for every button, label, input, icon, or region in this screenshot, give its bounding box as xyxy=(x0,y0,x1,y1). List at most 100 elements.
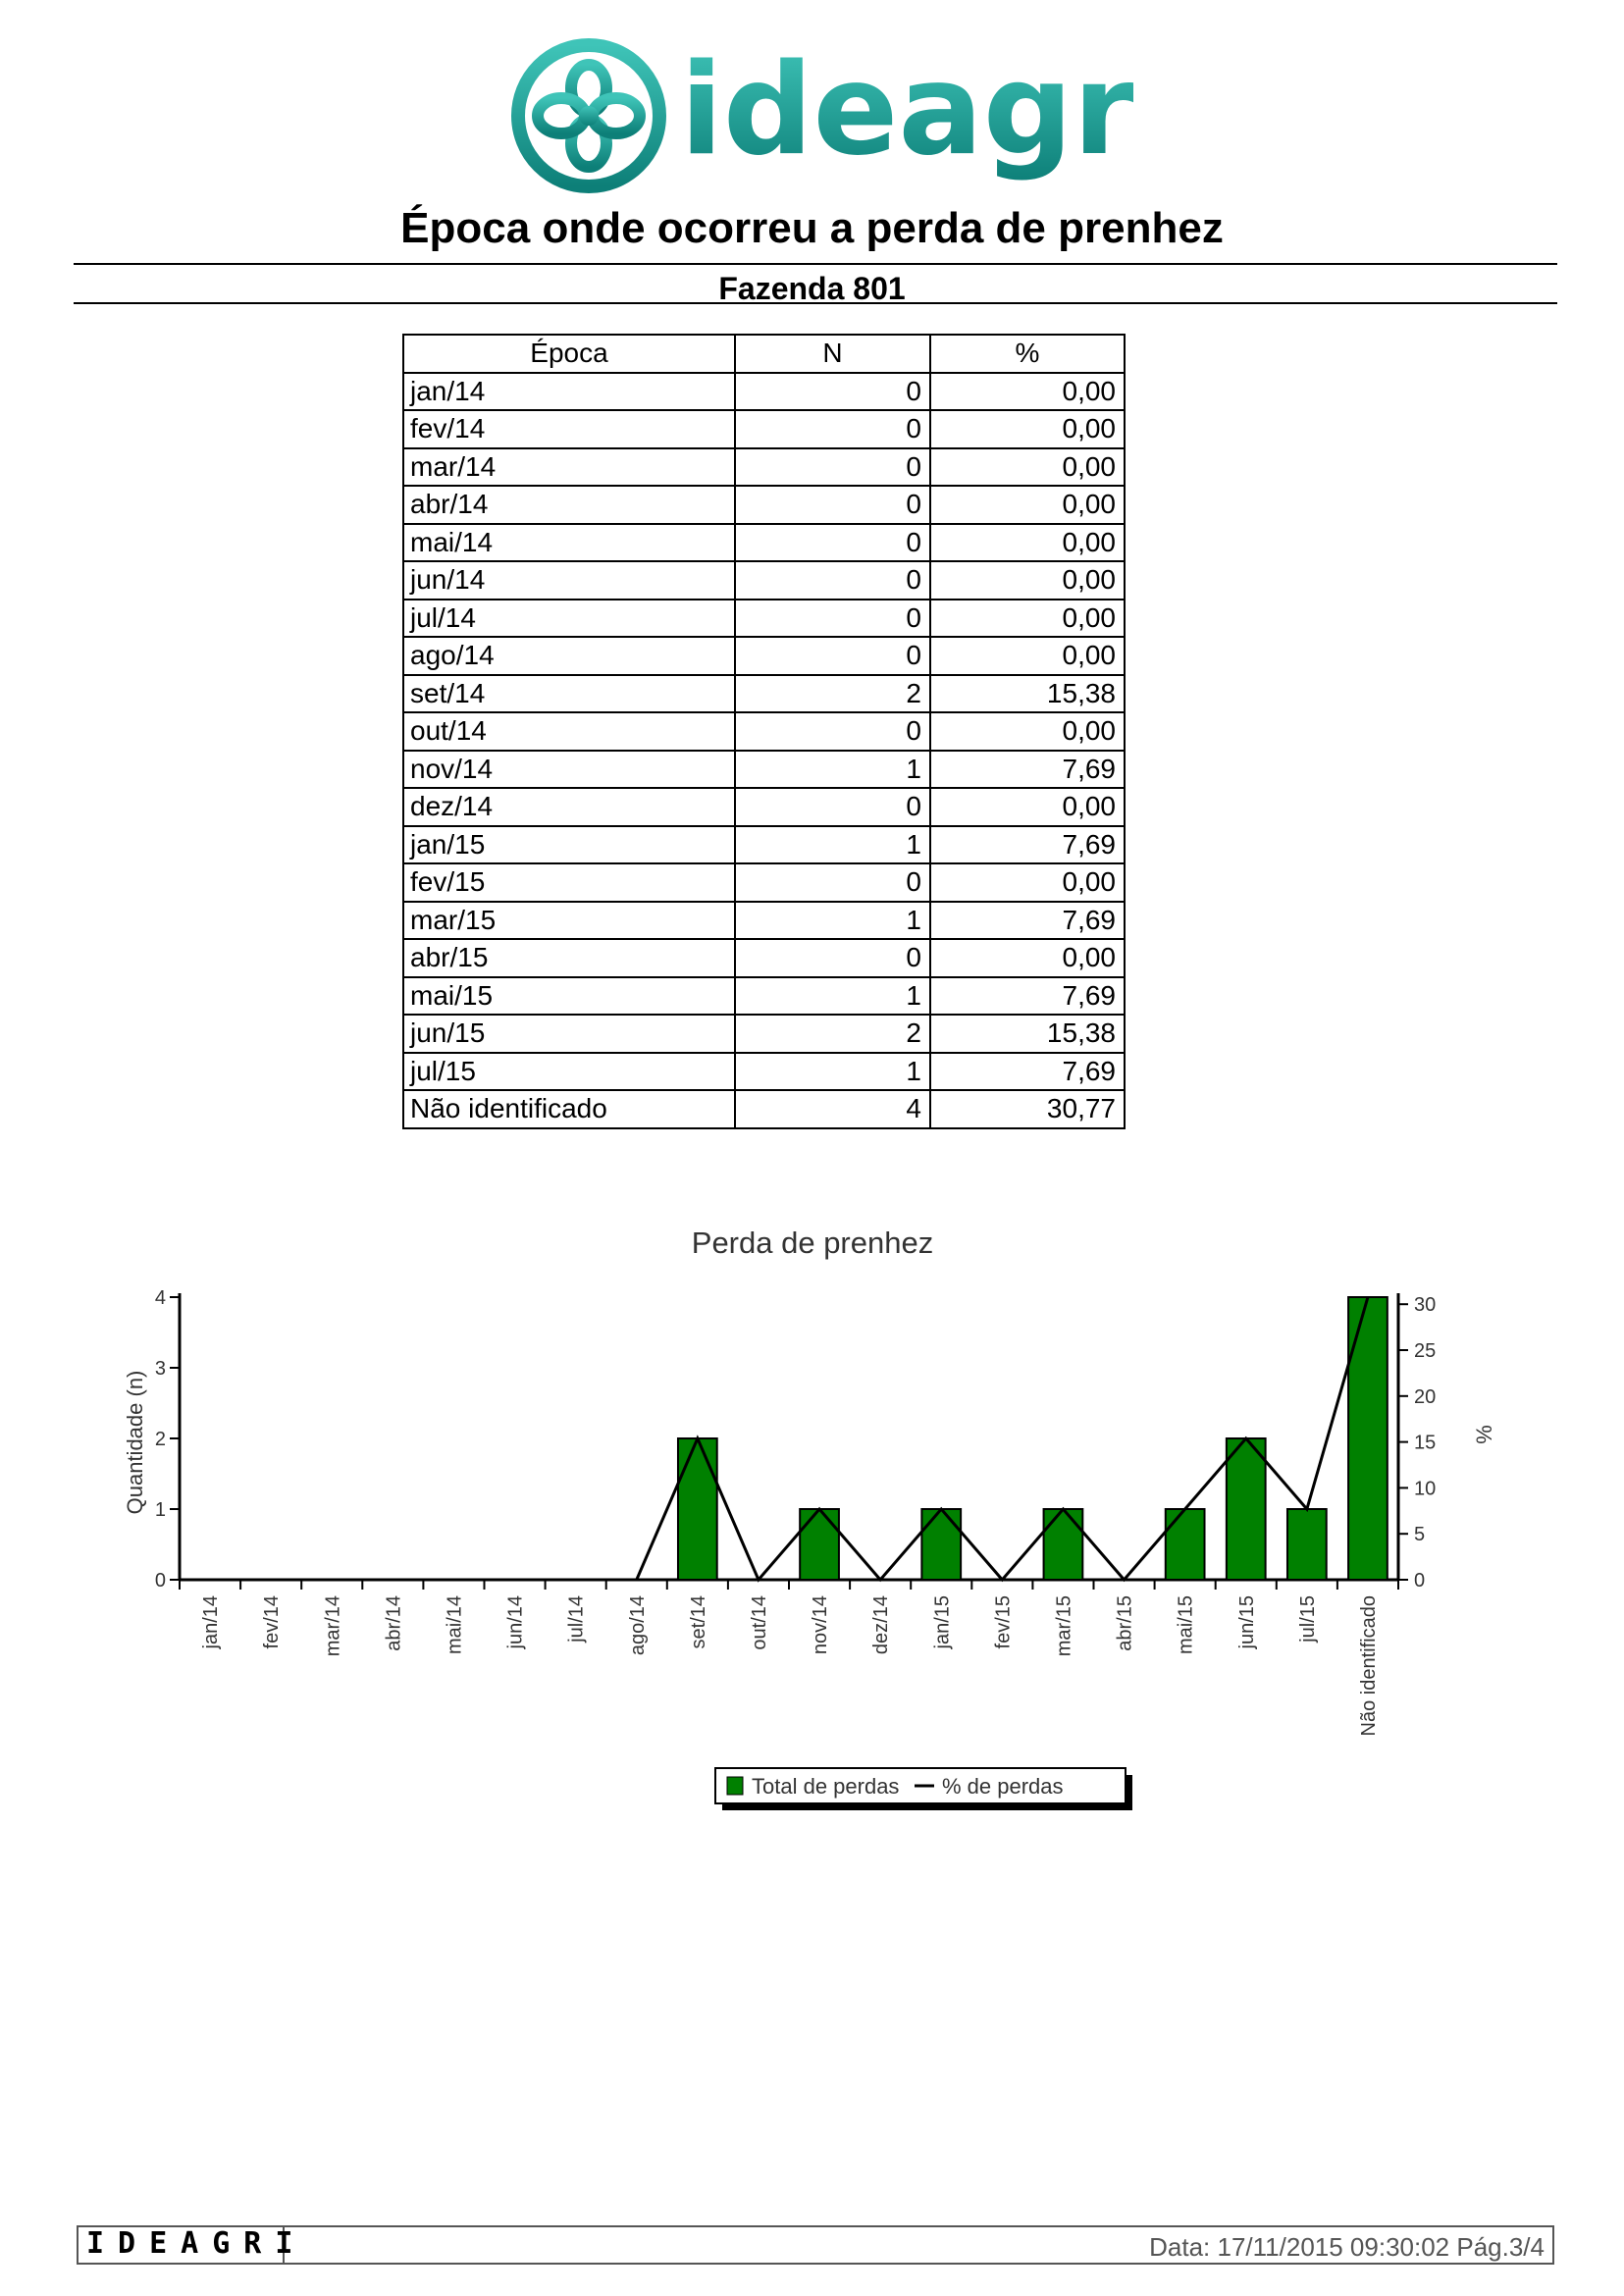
table-row: mar/15 1 7,69 xyxy=(402,900,1126,940)
cell-n: 0 xyxy=(734,787,931,827)
cell-n: 2 xyxy=(734,673,931,713)
cell-epoca: jun/15 xyxy=(402,1014,736,1054)
cell-n: 0 xyxy=(734,598,931,638)
table-row: nov/14 1 7,69 xyxy=(402,749,1126,789)
y-tick-label: 3 xyxy=(155,1358,166,1380)
x-tick-label: mar/15 xyxy=(1053,1595,1074,1656)
cell-n: 0 xyxy=(734,446,931,487)
table-row: dez/14 0 0,00 xyxy=(402,787,1126,827)
cell-epoca: abr/15 xyxy=(402,938,736,978)
cell-n: 0 xyxy=(734,522,931,562)
x-tick-label: set/14 xyxy=(688,1595,709,1648)
table-row: jul/14 0 0,00 xyxy=(402,598,1126,638)
footer-brand: IDEAGRI xyxy=(79,2227,292,2263)
page-title: Época onde ocorreu a perda de prenhez xyxy=(400,204,1224,252)
ideagri-logo: ideagri xyxy=(511,37,1133,193)
bar xyxy=(1164,1508,1206,1581)
column-header-pct: % xyxy=(929,334,1126,374)
y2-tick-label: 30 xyxy=(1414,1294,1436,1316)
table-row: jun/14 0 0,00 xyxy=(402,560,1126,600)
x-tick-label: jan/14 xyxy=(200,1595,222,1650)
cell-n: 0 xyxy=(734,938,931,978)
cell-epoca: jan/15 xyxy=(402,824,736,864)
y2-axis-label: % xyxy=(1472,1425,1496,1444)
table-row: fev/15 0 0,00 xyxy=(402,862,1126,903)
table-header-row: Época N % xyxy=(402,334,1126,374)
cell-epoca: jun/14 xyxy=(402,560,736,600)
y2-tick-label: 20 xyxy=(1414,1386,1436,1408)
cell-epoca: ago/14 xyxy=(402,636,736,676)
cell-pct: 30,77 xyxy=(929,1089,1126,1129)
cell-epoca: jan/14 xyxy=(402,371,736,411)
table-row: fev/14 0 0,00 xyxy=(402,409,1126,449)
table-row: abr/14 0 0,00 xyxy=(402,485,1126,525)
loss-table: Época N % jan/14 0 0,00 fev/14 0 0,00 mar/14 0 0… xyxy=(402,334,1126,1129)
cell-epoca: mar/15 xyxy=(402,900,736,940)
cell-pct: 7,69 xyxy=(929,900,1126,940)
x-tick-label: jun/14 xyxy=(505,1595,527,1650)
cell-pct: 0,00 xyxy=(929,371,1126,411)
bar xyxy=(920,1508,963,1581)
table-row: set/14 2 15,38 xyxy=(402,673,1126,713)
x-tick-label: mar/14 xyxy=(322,1595,343,1656)
cell-n: 1 xyxy=(734,900,931,940)
table-row: mar/14 0 0,00 xyxy=(402,446,1126,487)
x-tick-label: dez/14 xyxy=(870,1595,892,1654)
cell-n: 1 xyxy=(734,975,931,1016)
cell-pct: 0,00 xyxy=(929,598,1126,638)
cell-epoca: dez/14 xyxy=(402,787,736,827)
x-tick-label: mai/15 xyxy=(1176,1595,1197,1654)
cell-n: 2 xyxy=(734,1014,931,1054)
cell-pct: 0,00 xyxy=(929,711,1126,752)
cell-pct: 0,00 xyxy=(929,862,1126,903)
cell-n: 0 xyxy=(734,636,931,676)
y2-tick-label: 0 xyxy=(1414,1570,1425,1592)
cell-pct: 0,00 xyxy=(929,485,1126,525)
cell-epoca: mai/14 xyxy=(402,522,736,562)
cell-n: 0 xyxy=(734,485,931,525)
cell-epoca: Não identificado xyxy=(402,1089,736,1129)
y-tick-label: 1 xyxy=(155,1499,166,1521)
cell-pct: 0,00 xyxy=(929,446,1126,487)
cell-pct: 15,38 xyxy=(929,673,1126,713)
cell-n: 1 xyxy=(734,749,931,789)
cell-pct: 0,00 xyxy=(929,636,1126,676)
bar xyxy=(676,1437,718,1581)
cell-n: 0 xyxy=(734,371,931,411)
page-footer: IDEAGRI Data: 17/11/2015 09:30:02 Pág.3/… xyxy=(77,2225,1554,2265)
chart-legend: Total de perdas % de perdas xyxy=(714,1767,1132,1810)
cell-epoca: jul/15 xyxy=(402,1051,736,1091)
cell-n: 0 xyxy=(734,711,931,752)
cell-n: 0 xyxy=(734,560,931,600)
footer-date: Data: 17/11/2015 09:30:02 Pág.3/4 xyxy=(1149,2232,1545,2262)
x-tick-label: fev/14 xyxy=(261,1595,283,1648)
x-tick-label: out/14 xyxy=(749,1595,770,1650)
column-header-n: N xyxy=(734,334,931,374)
y-axis-label: Quantidade (n) xyxy=(123,1371,147,1515)
y-tick-label: 0 xyxy=(155,1570,166,1592)
pct-line xyxy=(210,1296,1370,1583)
table-row: jun/15 2 15,38 xyxy=(402,1014,1126,1054)
y2-tick-label: 10 xyxy=(1414,1478,1436,1499)
table-row: ago/14 0 0,00 xyxy=(402,636,1126,676)
table-row: jul/15 1 7,69 xyxy=(402,1051,1126,1091)
cell-pct: 0,00 xyxy=(929,787,1126,827)
cell-epoca: jul/14 xyxy=(402,598,736,638)
cell-pct: 7,69 xyxy=(929,1051,1126,1091)
cell-n: 1 xyxy=(734,824,931,864)
title-rule xyxy=(74,263,1557,265)
y2-tick-label: 25 xyxy=(1414,1340,1436,1362)
table-row: jan/14 0 0,00 xyxy=(402,371,1126,411)
logo-emblem-icon xyxy=(511,38,666,193)
cell-n: 0 xyxy=(734,862,931,903)
y2-tick-label: 5 xyxy=(1414,1524,1425,1545)
x-tick-label: nov/14 xyxy=(810,1595,831,1654)
cell-n: 4 xyxy=(734,1089,931,1129)
x-tick-label: fev/15 xyxy=(992,1595,1014,1648)
bar xyxy=(1042,1508,1084,1581)
legend-label-total: Total de perdas xyxy=(752,1774,899,1799)
cell-pct: 7,69 xyxy=(929,975,1126,1016)
cell-epoca: fev/15 xyxy=(402,862,736,903)
cell-pct: 0,00 xyxy=(929,938,1126,978)
x-tick-label: abr/14 xyxy=(383,1595,404,1651)
